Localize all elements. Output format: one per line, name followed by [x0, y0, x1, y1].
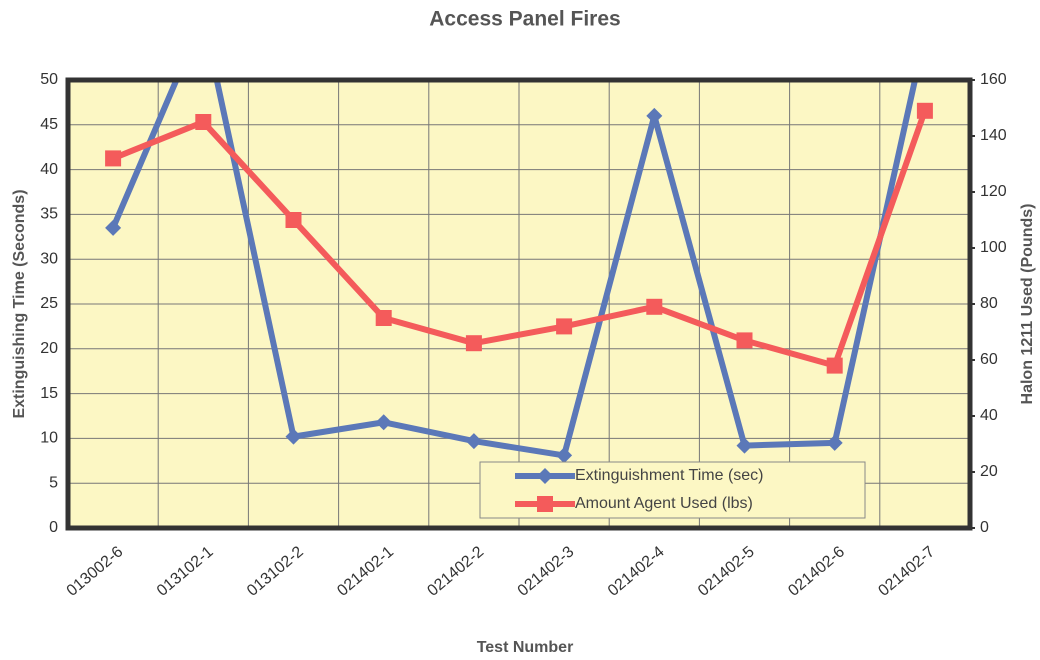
chart-title: Access Panel Fires — [429, 8, 620, 31]
y2-tick-label: 120 — [980, 183, 1007, 200]
point — [285, 212, 302, 228]
point — [465, 335, 482, 352]
legend: Extinguishment Time (sec) Amount Agent Us… — [479, 461, 866, 519]
y-tick-label: 0 — [49, 519, 58, 536]
x-tick-label: 021402-6 — [785, 543, 848, 600]
y-tick-label: 30 — [40, 250, 58, 267]
y-tick-label: 45 — [40, 116, 58, 133]
point — [917, 27, 933, 43]
legend-label: Amount Agent Used (lbs) — [575, 495, 753, 512]
series-layer — [105, 9, 933, 464]
y-axis-title: Extinguishing Time (Seconds) — [11, 189, 28, 418]
point — [916, 102, 933, 119]
y-tick-label: 20 — [40, 340, 58, 357]
x-tick-label: 021402-5 — [695, 543, 758, 600]
y2-tick-label: 0 — [980, 519, 989, 536]
point — [556, 318, 573, 335]
y-tick-label: 15 — [40, 385, 58, 402]
point — [646, 107, 663, 124]
legend-marker — [537, 496, 553, 512]
point — [105, 150, 122, 167]
x-tick-label: 013002-6 — [64, 543, 127, 600]
y2-tick-label: 40 — [980, 407, 998, 424]
x-tick-label: 013102-1 — [154, 543, 217, 600]
point — [556, 447, 573, 464]
point — [105, 219, 122, 236]
y2-tick-label: 160 — [980, 71, 1007, 88]
y2-tick-label: 140 — [980, 127, 1007, 144]
y2-axis-title: Halon 1211 Used (Pounds) — [1019, 204, 1036, 405]
y-tick-label: 25 — [40, 295, 58, 312]
point — [195, 9, 211, 25]
x-tick-label: 013102-2 — [244, 543, 307, 600]
y-tick-label: 40 — [40, 161, 58, 178]
y2-tick-label: 60 — [980, 351, 998, 368]
x-tick-label: 021402-7 — [875, 543, 938, 600]
x-tick-label: 021402-2 — [424, 543, 487, 600]
series-line — [111, 109, 928, 369]
point — [646, 298, 663, 315]
x-axis-title: Test Number — [477, 639, 574, 656]
y2-tick-label: 100 — [980, 239, 1007, 256]
legend-label: Extinguishment Time (sec) — [575, 467, 764, 484]
y-tick-label: 5 — [49, 474, 58, 491]
y-tick-label: 10 — [40, 430, 58, 447]
legend-marker — [537, 468, 553, 484]
point — [736, 437, 753, 454]
x-tick-label: 021402-1 — [334, 543, 397, 600]
point — [736, 332, 753, 349]
y-tick-label: 35 — [40, 206, 58, 223]
point — [375, 310, 392, 326]
y-tick-label: 50 — [40, 71, 58, 88]
x-tick-label: 021402-3 — [515, 543, 578, 600]
point — [465, 433, 482, 450]
x-tick-label: 021402-4 — [605, 543, 668, 600]
series-line — [110, 80, 919, 459]
y2-tick-label: 20 — [980, 463, 998, 480]
point — [826, 434, 843, 451]
point — [285, 428, 302, 445]
point — [195, 114, 212, 130]
point — [826, 357, 843, 374]
y2-tick-label: 80 — [980, 295, 998, 312]
point — [375, 414, 392, 431]
